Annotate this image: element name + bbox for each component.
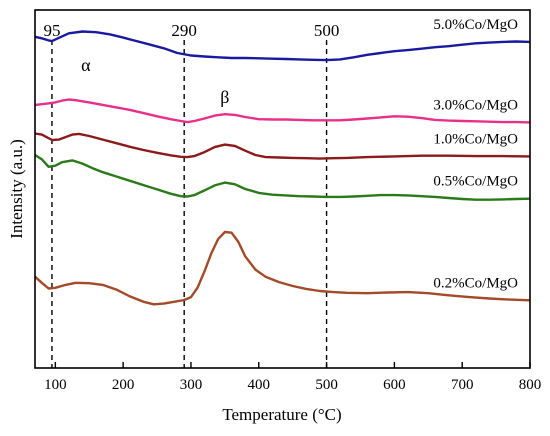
series-line-0 [34,30,531,62]
series-label-3: 0.5%Co/MgO [433,174,518,190]
series-line-3 [34,153,531,201]
x-tick-label-100: 100 [44,377,67,393]
x-tick-label-700: 700 [451,377,474,393]
x-tick-label-200: 200 [112,377,135,393]
peak-annotation-1: β [220,87,229,107]
reference-label-290: 290 [171,21,197,40]
x-tick-label-600: 600 [383,377,406,393]
reference-label-500: 500 [314,21,340,40]
plot-area: 95 290 500 5.0%Co/MgO 3.0%Co/MgO 1.0%Co/MgO 0.… [34,17,531,368]
series-line-2 [34,132,531,160]
plot-frame [34,9,531,369]
x-axis-label: Temperature (°C) [222,405,341,424]
x-tick-label-800: 800 [519,377,542,393]
series-label-1: 3.0%Co/MgO [433,97,518,113]
reference-label-95: 95 [43,21,60,40]
x-tick-label-300: 300 [180,377,203,393]
y-axis-label: Intensity (a.u.) [7,139,26,239]
series-line-1 [34,98,531,124]
series-line-4 [34,230,531,306]
x-tick-label-500: 500 [315,377,338,393]
series-label-0: 5.0%Co/MgO [433,17,518,33]
series-label-4: 0.2%Co/MgO [433,275,518,291]
series-label-2: 1.0%Co/MgO [433,131,518,147]
peak-annotation-0: α [81,55,91,75]
x-axis-ticks: 100 200 300 400 500 600 700 800 [44,362,541,393]
x-tick-label-400: 400 [248,377,271,393]
